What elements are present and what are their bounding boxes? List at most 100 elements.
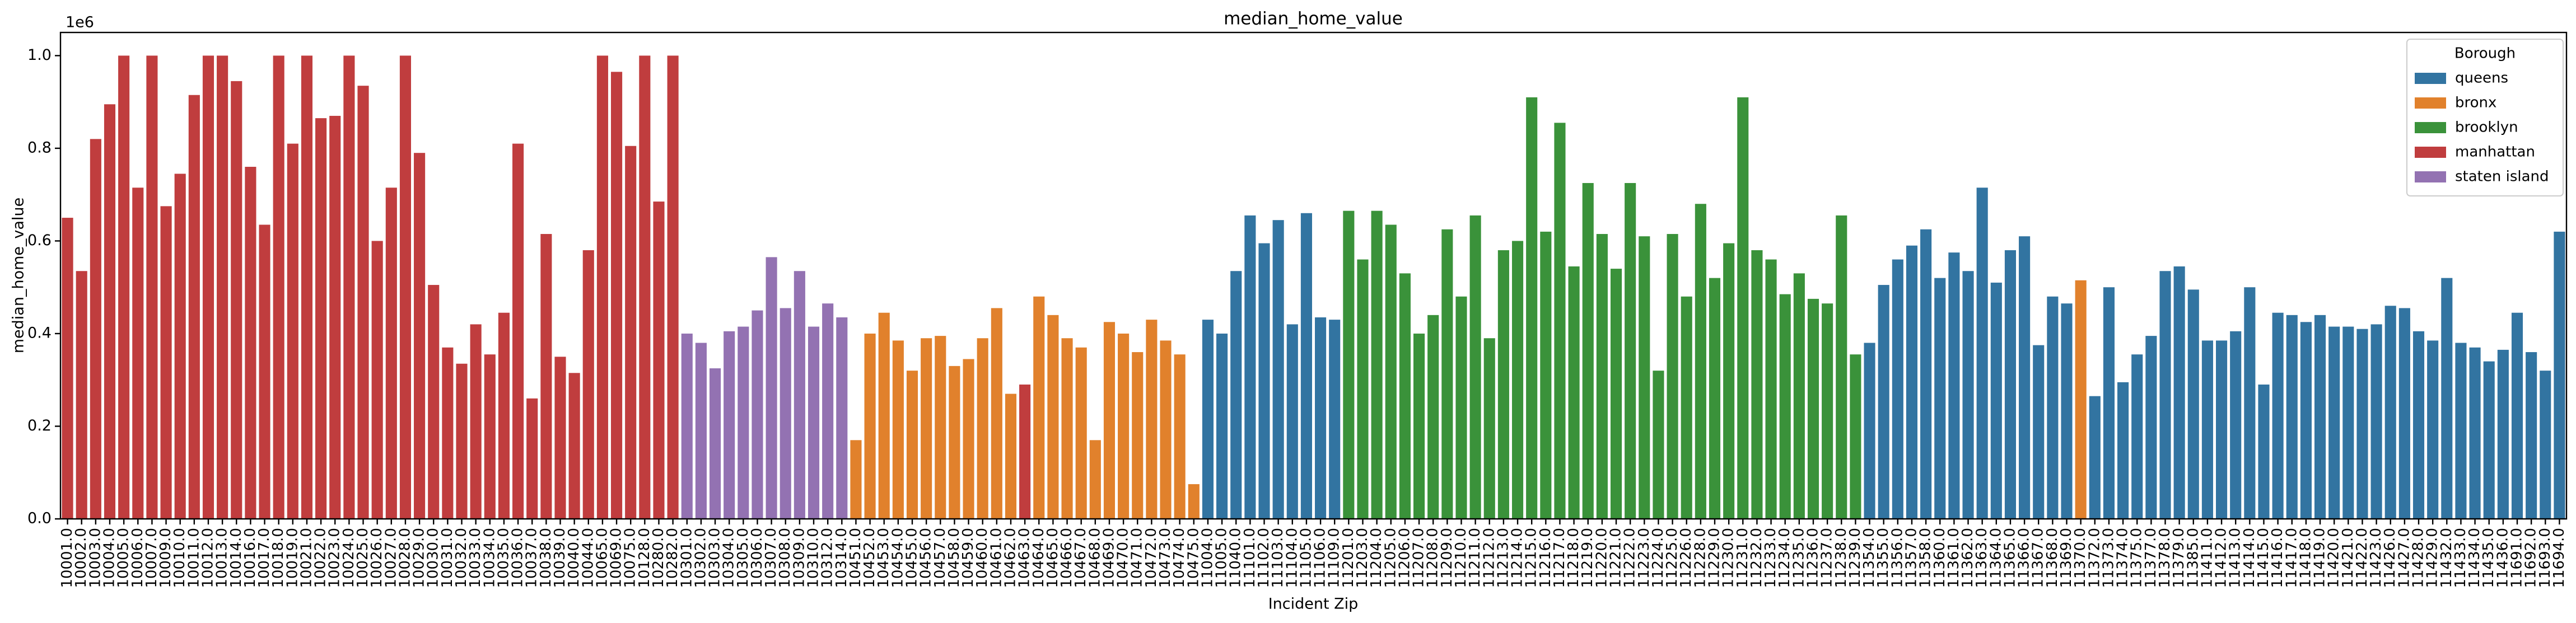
bar xyxy=(188,95,200,519)
x-tick-label: 10034.0 xyxy=(481,528,498,588)
x-tick-label: 10065.0 xyxy=(594,528,610,588)
x-tick-label: 11103.0 xyxy=(1270,528,1286,588)
x-tick-label: 10044.0 xyxy=(580,528,596,588)
x-tick-label: 11385.0 xyxy=(2185,528,2201,588)
bar xyxy=(2230,331,2242,519)
bar xyxy=(1751,250,1763,519)
x-tick-label: 11434.0 xyxy=(2466,528,2483,588)
bar xyxy=(1413,333,1425,519)
x-tick-label: 10023.0 xyxy=(326,528,343,588)
x-tick-label: 11358.0 xyxy=(1917,528,1934,588)
bar xyxy=(385,188,397,519)
x-tick-label: 10302.0 xyxy=(692,528,709,588)
bar xyxy=(1441,229,1453,519)
x-tick-label: 11433.0 xyxy=(2452,528,2469,588)
x-tick-label: 11377.0 xyxy=(2143,528,2159,588)
x-tick-label: 11215.0 xyxy=(1523,528,1540,588)
x-tick-label: 10308.0 xyxy=(777,528,794,588)
bar xyxy=(1019,384,1031,519)
bar xyxy=(2300,322,2312,519)
bar xyxy=(104,104,116,519)
x-tick-label: 10022.0 xyxy=(312,528,329,588)
x-tick-label: 11218.0 xyxy=(1565,528,1582,588)
x-tick-label: 10010.0 xyxy=(171,528,188,588)
chart-title: median_home_value xyxy=(1224,9,1403,29)
bar xyxy=(2145,336,2157,519)
bar xyxy=(1188,484,1200,519)
bar xyxy=(2033,345,2045,519)
bar xyxy=(1061,338,1073,519)
bar xyxy=(343,55,355,519)
x-tick-label: 11691.0 xyxy=(2509,528,2526,588)
bar xyxy=(695,343,707,519)
bar xyxy=(1047,315,1059,519)
bar xyxy=(724,331,735,519)
legend-swatch xyxy=(2415,97,2446,109)
bar xyxy=(1934,278,1946,519)
bar xyxy=(442,347,454,519)
x-tick-label: 10472.0 xyxy=(1143,528,1160,588)
x-tick-label: 10024.0 xyxy=(340,528,357,588)
x-tick-label: 10019.0 xyxy=(284,528,301,588)
x-tick-label: 10013.0 xyxy=(214,528,231,588)
bar xyxy=(794,271,805,519)
x-tick-label: 10075.0 xyxy=(622,528,639,588)
bar xyxy=(2511,312,2523,519)
bar xyxy=(1976,188,1988,519)
x-tick-label: 10017.0 xyxy=(256,528,273,588)
x-tick-label: 10004.0 xyxy=(101,528,118,588)
bar xyxy=(1807,298,1819,519)
legend-swatch xyxy=(2415,122,2446,133)
x-tick-label: 10452.0 xyxy=(861,528,878,588)
bar xyxy=(2540,371,2551,519)
x-tick-label: 11364.0 xyxy=(1987,528,2004,588)
x-tick-label: 11229.0 xyxy=(1706,528,1723,588)
x-tick-label: 11357.0 xyxy=(1903,528,1920,588)
x-tick-label: 11692.0 xyxy=(2523,528,2540,588)
x-tick-label: 11102.0 xyxy=(1256,528,1272,588)
x-tick-label: 11369.0 xyxy=(2058,528,2075,588)
plot-frame xyxy=(59,31,2568,520)
x-tick-label: 10128.0 xyxy=(636,528,653,588)
bar xyxy=(1132,352,1144,519)
x-tick-label: 11354.0 xyxy=(1861,528,1878,588)
bar xyxy=(1202,320,1214,519)
bar xyxy=(90,139,101,519)
legend-swatch xyxy=(2415,147,2446,158)
legend-label: brooklyn xyxy=(2455,119,2518,136)
x-tick-label: 11236.0 xyxy=(1804,528,1821,588)
x-tick-label: 11422.0 xyxy=(2354,528,2370,588)
bar xyxy=(1497,250,1509,519)
x-tick-label: 11228.0 xyxy=(1692,528,1709,588)
bar xyxy=(1582,182,1594,519)
bar xyxy=(639,55,651,519)
bar xyxy=(2089,396,2101,519)
x-tick-label: 10007.0 xyxy=(143,528,160,588)
legend-swatch xyxy=(2415,171,2446,182)
x-tick-label: 10462.0 xyxy=(1002,528,1019,588)
x-tick-label: 10459.0 xyxy=(960,528,977,588)
x-tick-label: 11420.0 xyxy=(2326,528,2342,588)
bar xyxy=(357,86,369,519)
x-tick-label: 11365.0 xyxy=(2001,528,2018,588)
bar xyxy=(1610,269,1622,519)
x-tick-label: 11005.0 xyxy=(1214,528,1230,588)
bar xyxy=(428,285,440,519)
x-tick-label: 11426.0 xyxy=(2382,528,2398,588)
bar xyxy=(1878,285,1889,519)
bar xyxy=(2117,382,2129,519)
bar xyxy=(2075,280,2087,519)
x-tick-label: 10305.0 xyxy=(735,528,752,588)
x-tick-label: 11225.0 xyxy=(1664,528,1681,588)
bar xyxy=(2398,308,2410,519)
bar xyxy=(738,326,749,519)
bar xyxy=(1625,182,1636,519)
bar xyxy=(766,257,777,519)
x-tick-label: 10014.0 xyxy=(228,528,245,588)
x-tick-label: 11209.0 xyxy=(1439,528,1455,588)
x-tick-label: 10039.0 xyxy=(552,528,568,588)
x-tick-label: 11360.0 xyxy=(1931,528,1948,588)
bar xyxy=(864,333,876,519)
x-tick-label: 10473.0 xyxy=(1157,528,1174,588)
